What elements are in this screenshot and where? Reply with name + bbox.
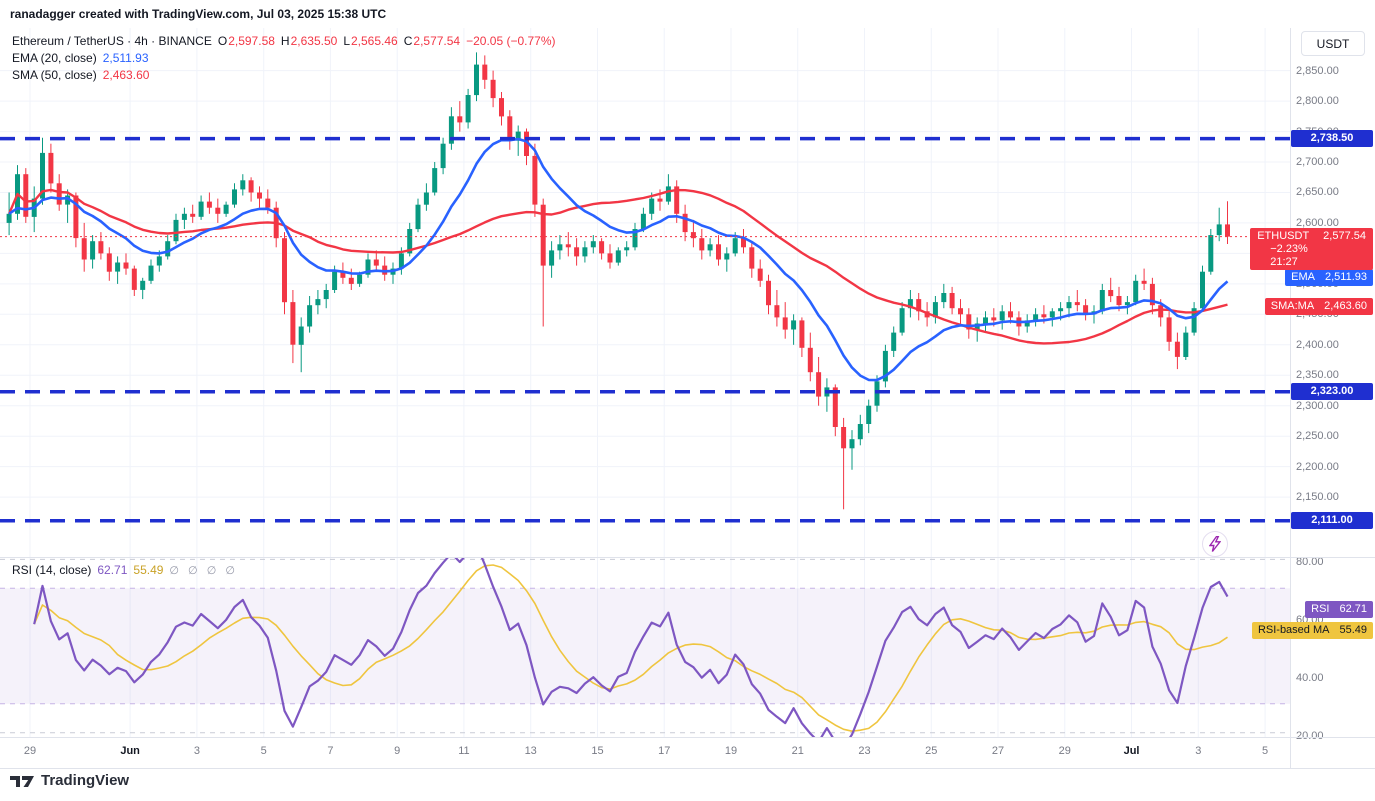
rsi-legend-label[interactable]: RSI (14, close) (12, 563, 92, 577)
rsi-ma-badge-label: RSI-based MA (1257, 624, 1330, 637)
ema-legend-value: 2,511.93 (102, 51, 149, 65)
high-value: H 2,635.50 (280, 34, 338, 48)
time-tick-label: 5 (1261, 745, 1269, 757)
time-tick-label: 21 (791, 745, 804, 757)
time-tick-label: 9 (394, 745, 401, 757)
rsi-tick-label: 80.00 (1296, 556, 1324, 569)
close-value: C 2,577.54 (403, 34, 461, 48)
currency-button[interactable]: USDT (1301, 31, 1365, 56)
price-tick-label: 2,300.00 (1296, 399, 1339, 412)
price-tick-label: 2,200.00 (1296, 460, 1339, 473)
level-badge-1[interactable]: 2,323.00 (1291, 382, 1373, 400)
rsi-chart-svg[interactable] (0, 558, 1290, 737)
sma-legend-row: SMA (50, close) 2,463.60 (12, 67, 556, 84)
low-value: L 2,565.46 (343, 34, 398, 48)
time-tick-label: 15 (591, 745, 604, 757)
last-price-change: −2.23% (1270, 242, 1308, 255)
rsi-ma-badge-value: 55.49 (1339, 624, 1367, 637)
ema-badge-label: EMA (1291, 270, 1315, 283)
level-badge-label: 2,738.50 (1310, 131, 1354, 144)
level-badge-2[interactable]: 2,111.00 (1291, 511, 1373, 529)
rsi-legend-empty-args: ∅ ∅ ∅ ∅ (169, 565, 238, 577)
lightning-icon (1209, 536, 1221, 552)
time-axis[interactable] (0, 738, 1290, 768)
time-axis-divider (0, 737, 1375, 738)
rsi-ma-badge[interactable]: RSI-based MA 55.49 (1251, 622, 1373, 640)
sma-badge[interactable]: SMA:MA 2,463.60 (1264, 298, 1373, 316)
sma-legend-label[interactable]: SMA (50, close) (12, 68, 97, 82)
time-tick-label: Jun (120, 745, 140, 757)
price-tick-label: 2,800.00 (1296, 95, 1339, 108)
time-tick-label: 3 (193, 745, 200, 757)
rsi-badge[interactable]: RSI 62.71 (1305, 601, 1373, 619)
time-tick-label: 3 (1195, 745, 1202, 757)
tradingview-logo[interactable]: TradingView (10, 772, 129, 789)
time-tick-label: 19 (724, 745, 738, 757)
pane-divider[interactable] (0, 557, 1375, 558)
sma-badge-label: SMA:MA (1270, 300, 1315, 313)
price-tick-label: 2,250.00 (1296, 430, 1339, 443)
quick-action-button[interactable] (1202, 531, 1228, 557)
price-tick-label: 2,350.00 (1296, 369, 1339, 382)
ema-badge-value: 2,511.93 (1324, 270, 1367, 283)
time-tick-label: 13 (524, 745, 537, 757)
time-tick-label: Jul (1123, 745, 1140, 757)
price-tick-label: 2,700.00 (1296, 156, 1339, 169)
time-tick-label: 27 (991, 745, 1005, 757)
level-badge-label: 2,111.00 (1311, 513, 1353, 526)
last-price-badge[interactable]: ETHUSDT 2,577.54 −2.23% 21:27 (1250, 227, 1373, 270)
footer-divider (0, 768, 1375, 769)
level-badge-0[interactable]: 2,738.50 (1291, 129, 1373, 147)
time-tick-label: 7 (327, 745, 334, 757)
level-badge-label: 2,323.00 (1310, 384, 1354, 397)
rsi-tick-label: 20.00 (1296, 729, 1324, 742)
rsi-legend: RSI (14, close) 62.71 55.49 ∅ ∅ ∅ ∅ (12, 562, 238, 580)
time-tick-label: 11 (458, 745, 470, 757)
rsi-tick-label: 40.00 (1296, 671, 1324, 684)
tradingview-wordmark: TradingView (41, 772, 130, 789)
rsi-legend-row: RSI (14, close) 62.71 55.49 ∅ ∅ ∅ ∅ (12, 562, 238, 580)
sma-badge-value: 2,463.60 (1324, 300, 1367, 313)
ema-legend-row: EMA (20, close) 2,511.93 (12, 50, 556, 67)
price-tick-label: 2,650.00 (1296, 186, 1339, 199)
rsi-badge-value: 62.71 (1339, 603, 1367, 616)
symbol-legend-row: Ethereum / TetherUS · 4h · BINANCE O 2,59… (12, 33, 556, 50)
time-tick-label: 5 (260, 745, 267, 757)
time-tick-label: 25 (925, 745, 938, 757)
sma-legend-value: 2,463.60 (102, 68, 150, 82)
symbol-title[interactable]: Ethereum / TetherUS · 4h · BINANCE (12, 34, 212, 48)
last-price-countdown: 21:27 (1270, 255, 1298, 268)
rsi-badge-label: RSI (1311, 603, 1330, 616)
change-value: −20.05 (−0.77%) (466, 34, 556, 48)
time-tick-label: 17 (658, 745, 671, 757)
main-legend: Ethereum / TetherUS · 4h · BINANCE O 2,59… (12, 33, 556, 84)
price-tick-label: 2,850.00 (1296, 64, 1339, 77)
time-tick-label: 29 (1058, 745, 1071, 757)
last-price-value: 2,577.54 (1323, 229, 1366, 242)
price-axis-divider (1290, 28, 1291, 768)
open-value: O 2,597.58 (217, 34, 275, 48)
last-price-symbol: ETHUSDT (1257, 229, 1310, 242)
price-tick-label: 2,400.00 (1296, 338, 1339, 351)
rsi-legend-value: 62.71 (97, 563, 128, 577)
ema-legend-label[interactable]: EMA (20, close) (12, 51, 97, 65)
tradingview-mark-icon (10, 774, 34, 788)
rsi-ma-legend-value: 55.49 (133, 563, 164, 577)
time-tick-label: 23 (858, 745, 871, 757)
price-tick-label: 2,600.00 (1296, 216, 1339, 229)
time-tick-label: 29 (23, 745, 37, 757)
ema-badge[interactable]: EMA 2,511.93 (1285, 268, 1373, 286)
price-tick-label: 2,150.00 (1296, 491, 1339, 504)
price-chart-svg[interactable] (0, 28, 1290, 558)
credit-text: ranadagger created with TradingView.com,… (10, 7, 387, 21)
